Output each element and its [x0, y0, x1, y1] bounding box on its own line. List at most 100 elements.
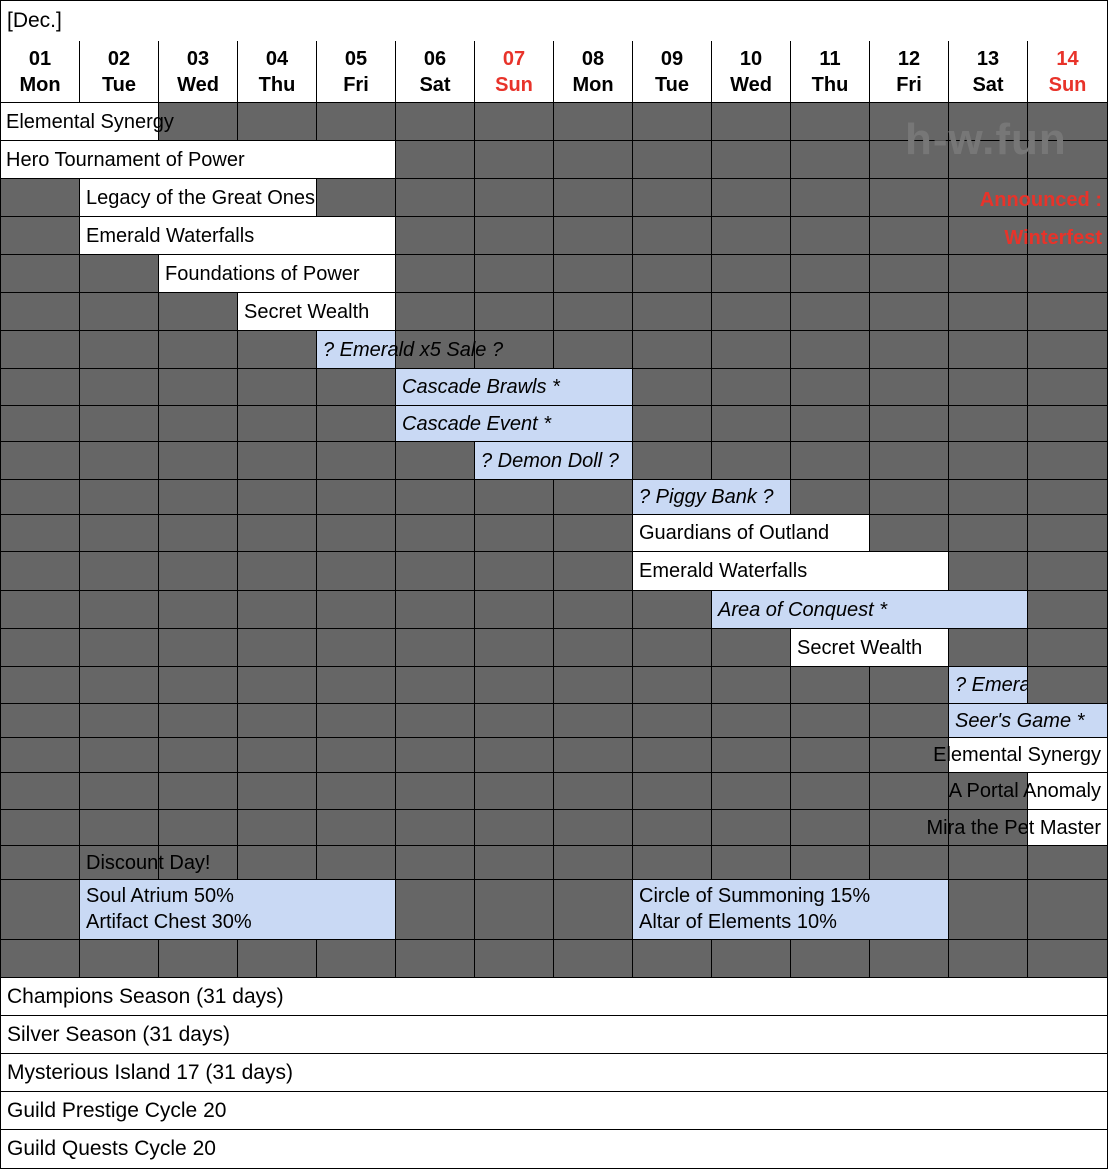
day-cell — [317, 846, 396, 880]
day-cell — [238, 773, 317, 810]
day-cell — [80, 940, 159, 978]
day-cell — [949, 629, 1028, 667]
day-cell — [0, 480, 80, 515]
event-label: Soul Atrium 50% Artifact Chest 30% — [86, 885, 252, 933]
day-cell — [712, 179, 791, 217]
day-cell — [791, 846, 870, 880]
season-row: Guild Prestige Cycle 20 — [0, 1092, 1108, 1130]
day-cell — [159, 738, 238, 773]
event-label: Guardians of Outland — [639, 522, 830, 544]
day-cell — [870, 255, 949, 293]
event-label: Circle of Summoning 15% Altar of Element… — [639, 885, 871, 933]
day-cell — [80, 629, 159, 667]
day-cell — [1028, 552, 1108, 591]
day-cell — [159, 406, 238, 442]
day-cell — [633, 217, 712, 255]
day-cell — [554, 738, 633, 773]
day-cell — [633, 704, 712, 738]
day-cell — [396, 704, 475, 738]
day-cell — [949, 293, 1028, 331]
day-cell — [317, 591, 396, 629]
day-number: 02 — [107, 47, 131, 70]
day-cell — [475, 141, 554, 179]
day-cell — [870, 369, 949, 406]
event-bar: Mira the Pet Master — [926, 810, 1108, 846]
day-cell — [0, 738, 80, 773]
day-cell — [396, 480, 475, 515]
day-cell — [238, 810, 317, 846]
day-cell — [0, 704, 80, 738]
event-label: ? Demon Doll ? — [481, 449, 619, 472]
day-cell — [317, 940, 396, 978]
season-row: Guild Quests Cycle 20 — [0, 1130, 1108, 1169]
day-cell — [1028, 591, 1108, 629]
day-header-11: 11 Thu — [791, 41, 870, 103]
day-cell — [317, 773, 396, 810]
event-bar: Discount Day! — [80, 846, 211, 880]
event-bar: Foundations of Power — [159, 255, 396, 293]
day-cell — [238, 667, 317, 704]
day-cell — [633, 369, 712, 406]
day-cell — [317, 515, 396, 552]
day-header-03: 03 Wed — [159, 41, 238, 103]
day-cell — [554, 480, 633, 515]
month-title: [Dec.] — [0, 0, 1108, 42]
day-cell — [554, 179, 633, 217]
day-cell — [712, 667, 791, 704]
day-cell — [712, 773, 791, 810]
day-cell — [396, 552, 475, 591]
day-cell — [712, 293, 791, 331]
day-cell — [396, 331, 475, 369]
day-cell — [870, 179, 949, 217]
day-header-07: 07 Sun — [475, 41, 554, 103]
announcement-line2: Winterfest — [1004, 227, 1102, 249]
day-cell — [554, 773, 633, 810]
day-cell — [870, 940, 949, 978]
day-cell — [633, 846, 712, 880]
day-cell — [317, 810, 396, 846]
day-number: 09 — [660, 47, 684, 70]
day-cell — [0, 880, 80, 940]
day-cell — [238, 515, 317, 552]
day-cell — [712, 940, 791, 978]
day-cell — [317, 667, 396, 704]
day-cell — [0, 331, 80, 369]
day-cell — [633, 141, 712, 179]
day-cell — [870, 293, 949, 331]
day-cell — [554, 667, 633, 704]
event-label: Emerald Waterfalls — [639, 560, 808, 582]
day-cell — [0, 406, 80, 442]
day-cell — [0, 773, 80, 810]
day-cell — [80, 704, 159, 738]
day-cell — [949, 255, 1028, 293]
day-cell — [396, 442, 475, 480]
day-cell — [159, 369, 238, 406]
day-cell — [712, 442, 791, 480]
event-label: ? Emerald x4 S — [955, 674, 1027, 696]
event-label: Area of Conquest * — [718, 598, 887, 621]
event-bar: Legacy of the Great Ones — [80, 179, 317, 217]
day-cell — [791, 940, 870, 978]
day-cell — [396, 880, 475, 940]
day-cell — [238, 369, 317, 406]
day-cell — [870, 846, 949, 880]
day-cell — [949, 406, 1028, 442]
day-cell — [1028, 103, 1108, 141]
day-cell — [475, 293, 554, 331]
event-bar: ? Demon Doll ? — [475, 442, 633, 480]
day-cell — [475, 552, 554, 591]
event-bar: Cascade Brawls * — [396, 369, 633, 406]
event-bar: Circle of Summoning 15% Altar of Element… — [633, 880, 949, 940]
day-cell — [159, 846, 238, 880]
day-cell — [554, 704, 633, 738]
day-cell — [791, 442, 870, 480]
day-number: 11 — [819, 47, 841, 70]
day-number: 10 — [739, 47, 763, 70]
day-cell — [1028, 255, 1108, 293]
day-cell — [0, 591, 80, 629]
day-cell — [317, 442, 396, 480]
day-cell — [633, 629, 712, 667]
day-cell — [554, 103, 633, 141]
day-cell — [870, 406, 949, 442]
day-cell — [238, 846, 317, 880]
